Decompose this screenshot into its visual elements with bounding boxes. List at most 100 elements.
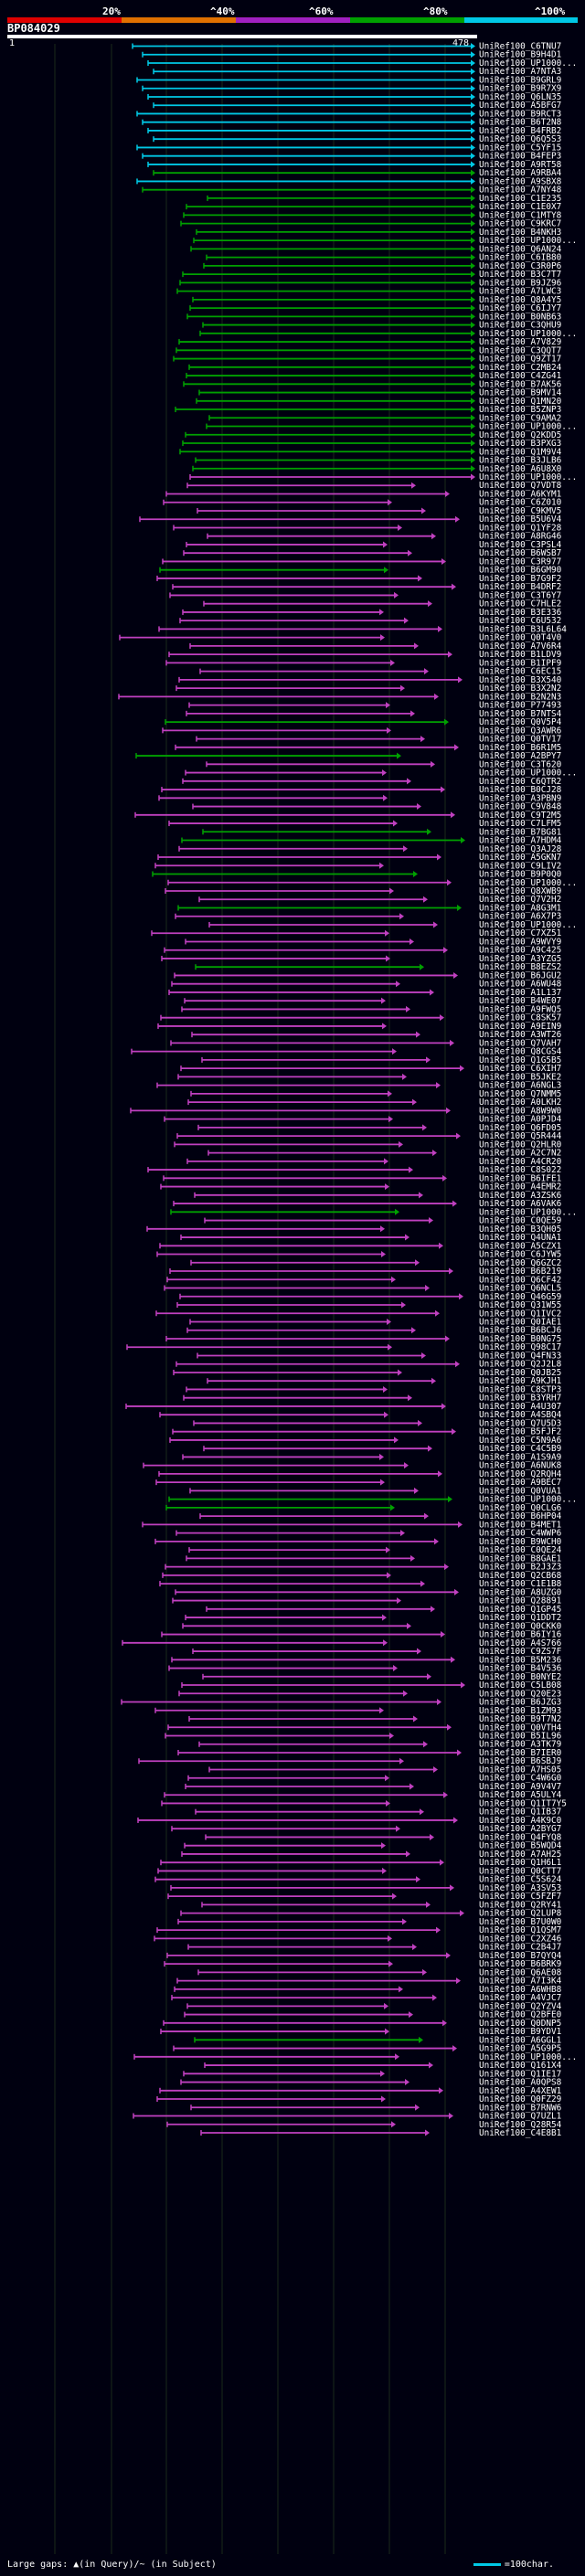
hit-id-link[interactable]: UniRef100_A3SV53 bbox=[479, 1883, 561, 1893]
hit-id-link[interactable]: UniRef100_Q46G59 bbox=[479, 1292, 562, 1302]
hit-id-link[interactable]: UniRef100_A5GKN7 bbox=[479, 853, 561, 863]
hit-row[interactable]: UniRef100_Q8XWB9 bbox=[165, 886, 562, 896]
hit-id-link[interactable]: UniRef100_B9JZ96 bbox=[479, 278, 562, 288]
hit-row[interactable]: UniRef100_B4DRF2 bbox=[172, 582, 561, 592]
hit-id-link[interactable]: UniRef100_Q1GP45 bbox=[479, 1605, 561, 1615]
hit-id-link[interactable]: UniRef100_B6T2N8 bbox=[479, 118, 562, 128]
hit-row[interactable]: UniRef100_B9MV14 bbox=[198, 388, 562, 398]
hit-row[interactable]: UniRef100_Q4FYQ8 bbox=[205, 1832, 562, 1842]
hit-row[interactable]: UniRef100_A6VAK6 bbox=[173, 1199, 562, 1209]
hit-id-link[interactable]: UniRef100_A9SBX8 bbox=[479, 176, 562, 186]
hit-row[interactable]: UniRef100_C6QTR2 bbox=[182, 777, 561, 787]
hit-id-link[interactable]: UniRef100_A2BPY7 bbox=[479, 751, 561, 761]
hit-row[interactable]: UniRef100_Q6AE08 bbox=[197, 1967, 562, 1977]
hit-row[interactable]: UniRef100_Q1IVC2 bbox=[155, 1309, 561, 1319]
hit-row[interactable]: UniRef100_C5FZF7 bbox=[167, 1892, 561, 1902]
hit-id-link[interactable]: UniRef100_B4V536 bbox=[479, 1664, 562, 1674]
hit-id-link[interactable]: UniRef100_Q1H6L1 bbox=[479, 1858, 562, 1868]
hit-row[interactable]: UniRef100_A7V6R4 bbox=[189, 641, 562, 652]
hit-id-link[interactable]: UniRef100_C5S624 bbox=[479, 1875, 562, 1885]
hit-id-link[interactable]: UniRef100_C9AMA2 bbox=[479, 413, 561, 423]
hit-id-link[interactable]: UniRef100_B5ZNP3 bbox=[479, 405, 561, 415]
hit-id-link[interactable]: UniRef100_Q28891 bbox=[479, 1596, 562, 1606]
hit-row[interactable]: UniRef100_Q9ZT17 bbox=[173, 355, 561, 365]
hit-row[interactable]: UniRef100_C9KRC7 bbox=[180, 219, 561, 229]
hit-id-link[interactable]: UniRef100_B1LDV9 bbox=[479, 650, 562, 660]
hit-row[interactable]: UniRef100_Q7UZL1 bbox=[133, 2112, 562, 2122]
hit-row[interactable]: UniRef100_B9R7X9 bbox=[142, 84, 562, 94]
hit-id-link[interactable]: UniRef100_Q2YZV4 bbox=[479, 2001, 562, 2011]
hit-row[interactable]: UniRef100_Q1M9V4 bbox=[179, 447, 562, 457]
hit-row[interactable]: UniRef100_Q0JB25 bbox=[173, 1368, 561, 1378]
hit-id-link[interactable]: UniRef100_C6JYW5 bbox=[479, 1250, 561, 1260]
hit-id-link[interactable]: UniRef100_C4WWP6 bbox=[479, 1529, 562, 1539]
hit-row[interactable]: UniRef100_Q0FZ29 bbox=[156, 2094, 562, 2104]
hit-id-link[interactable]: UniRef100_Q6LN35 bbox=[479, 92, 561, 102]
hit-id-link[interactable]: UniRef100_B8EZS2 bbox=[479, 962, 561, 972]
hit-row[interactable]: UniRef100_A6KYM1 bbox=[165, 489, 562, 499]
hit-row[interactable]: UniRef100_Q28R54 bbox=[166, 2120, 562, 2130]
hit-id-link[interactable]: UniRef100_A1L137 bbox=[479, 988, 561, 998]
hit-id-link[interactable]: UniRef100_Q2LUP8 bbox=[479, 1909, 562, 1919]
hit-id-link[interactable]: UniRef100_B5U6V4 bbox=[479, 514, 562, 525]
hit-row[interactable]: UniRef100_C6U532 bbox=[179, 616, 561, 626]
hit-id-link[interactable]: UniRef100_C9V848 bbox=[479, 802, 562, 812]
hit-row[interactable]: UniRef100_B6WSB7 bbox=[183, 548, 561, 558]
hit-id-link[interactable]: UniRef100_Q9ZT17 bbox=[479, 355, 561, 365]
hit-id-link[interactable]: UniRef100_A5BFG7 bbox=[479, 101, 561, 111]
hit-row[interactable]: UniRef100_B0CJ28 bbox=[161, 785, 562, 795]
hit-id-link[interactable]: UniRef100_C6IB80 bbox=[479, 253, 562, 263]
hit-id-link[interactable]: UniRef100_A9C425 bbox=[479, 946, 561, 956]
hit-row[interactable]: UniRef100_B6SBJ9 bbox=[138, 1756, 562, 1766]
hit-row[interactable]: UniRef100_Q4FN33 bbox=[197, 1351, 561, 1361]
hit-id-link[interactable]: UniRef100_A2BYG7 bbox=[479, 1824, 561, 1834]
hit-id-link[interactable]: UniRef100_B3L6L64 bbox=[479, 624, 567, 634]
hit-id-link[interactable]: UniRef100_Q0VTH4 bbox=[479, 1723, 562, 1733]
hit-id-link[interactable]: UniRef100_A6WU48 bbox=[479, 980, 562, 990]
hit-row[interactable]: UniRef100_B7AK56 bbox=[183, 379, 562, 389]
hit-id-link[interactable]: UniRef100_B1IPF9 bbox=[479, 658, 562, 668]
hit-id-link[interactable]: UniRef100_A9RBA4 bbox=[479, 168, 562, 178]
hit-row[interactable]: UniRef100_Q31W55 bbox=[176, 1300, 561, 1310]
hit-row[interactable]: UniRef100_C1E235 bbox=[207, 194, 561, 204]
hit-row[interactable]: UniRef100_B0NYE2 bbox=[202, 1672, 561, 1682]
hit-id-link[interactable]: UniRef100_Q98C17 bbox=[479, 1342, 561, 1352]
hit-id-link[interactable]: UniRef100_C0QE59 bbox=[479, 1216, 562, 1226]
hit-row[interactable]: UniRef100_C6EC15 bbox=[199, 667, 561, 677]
hit-row[interactable]: UniRef100_Q46G59 bbox=[179, 1292, 562, 1302]
hit-id-link[interactable]: UniRef100_B6IFE1 bbox=[479, 1173, 562, 1183]
hit-id-link[interactable]: UniRef100_B0NYE2 bbox=[479, 1672, 561, 1682]
hit-row[interactable]: UniRef100_A9FWQ5 bbox=[181, 1004, 561, 1014]
hit-id-link[interactable]: UniRef100_C5N9A6 bbox=[479, 1436, 562, 1446]
hit-row[interactable]: UniRef100_A9RT58 bbox=[147, 160, 562, 170]
hit-row[interactable]: UniRef100_B6JZG3 bbox=[121, 1698, 561, 1708]
hit-row[interactable]: UniRef100_Q1IT7Y5 bbox=[161, 1798, 567, 1808]
hit-id-link[interactable]: UniRef100_A3TK79 bbox=[479, 1740, 562, 1750]
hit-id-link[interactable]: UniRef100_Q2RY41 bbox=[479, 1900, 562, 1910]
hit-id-link[interactable]: UniRef100_C7HLE2 bbox=[479, 599, 561, 610]
hit-id-link[interactable]: UniRef100_Q0DNP5 bbox=[479, 2019, 561, 2029]
hit-row[interactable]: UniRef100_C8STP3 bbox=[186, 1384, 561, 1394]
hit-id-link[interactable]: UniRef100_Q1IT7Y5 bbox=[479, 1798, 567, 1808]
hit-row[interactable]: UniRef100_B3QH05 bbox=[146, 1224, 561, 1235]
hit-id-link[interactable]: UniRef100_Q3AWR6 bbox=[479, 726, 562, 736]
hit-row[interactable]: UniRef100_A6WHB8 bbox=[174, 1985, 562, 1995]
hit-id-link[interactable]: UniRef100_B3QH05 bbox=[479, 1224, 561, 1235]
hit-id-link[interactable]: UniRef100_C3QHU9 bbox=[479, 321, 562, 331]
hit-row[interactable]: UniRef100_B7IER0 bbox=[177, 1748, 562, 1758]
hit-id-link[interactable]: UniRef100_A5CZX1 bbox=[479, 1241, 562, 1251]
hit-row[interactable]: UniRef100_B6BRK9 bbox=[164, 1959, 562, 1969]
hit-row[interactable]: UniRef100_A7V829 bbox=[178, 337, 562, 347]
hit-row[interactable]: UniRef100_B5ZNP3 bbox=[175, 405, 561, 415]
hit-id-link[interactable]: UniRef100_B3PXG3 bbox=[479, 439, 561, 449]
hit-row[interactable]: UniRef100_B5M236 bbox=[171, 1655, 562, 1665]
hit-id-link[interactable]: UniRef100_Q1IVC2 bbox=[479, 1309, 561, 1319]
hit-id-link[interactable]: UniRef100_A9V4V7 bbox=[479, 1782, 561, 1792]
hit-id-link[interactable]: UniRef100_Q1IE17 bbox=[479, 2069, 561, 2079]
hit-row[interactable]: UniRef100_A9RBA4 bbox=[153, 168, 562, 178]
hit-row[interactable]: UniRef100_A7LWC3 bbox=[176, 287, 561, 297]
hit-row[interactable]: UniRef100_A0PJD4 bbox=[164, 1115, 562, 1125]
hit-id-link[interactable]: UniRef100_C6QTR2 bbox=[479, 777, 561, 787]
hit-id-link[interactable]: UniRef100_Q6AN24 bbox=[479, 244, 562, 254]
hit-id-link[interactable]: UniRef100_C6Z010 bbox=[479, 498, 562, 508]
